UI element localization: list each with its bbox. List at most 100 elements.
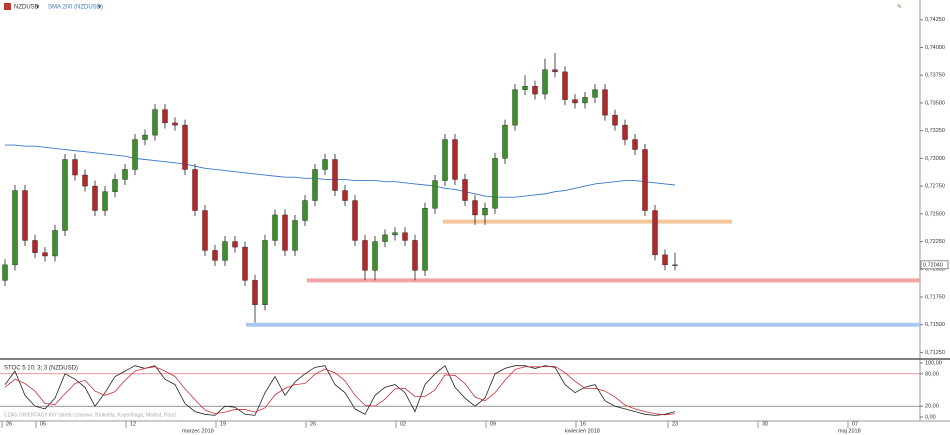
candle-body bbox=[502, 124, 508, 159]
level-band bbox=[443, 219, 732, 224]
candle-body bbox=[592, 89, 598, 98]
candle-body bbox=[12, 190, 18, 266]
month-label: marzec 2018 bbox=[182, 428, 214, 434]
y-tick-label: 0,74250 bbox=[925, 17, 945, 23]
candle-body bbox=[202, 210, 208, 251]
y-tick-label: 0,72500 bbox=[925, 211, 945, 217]
candle-body bbox=[152, 109, 158, 136]
candle-body bbox=[212, 250, 218, 261]
y-tick-label: 0,73250 bbox=[925, 128, 945, 134]
candle-body bbox=[412, 240, 418, 271]
candle-body bbox=[172, 122, 178, 126]
candle-body bbox=[102, 191, 108, 211]
candle-body bbox=[322, 159, 328, 170]
week-label: 30 bbox=[762, 421, 768, 427]
candle-body bbox=[302, 200, 308, 221]
week-label: 05 bbox=[40, 421, 46, 427]
candle-body bbox=[262, 240, 268, 305]
candle-body bbox=[32, 240, 38, 253]
candle-body bbox=[352, 200, 358, 241]
week-label: 09 bbox=[490, 421, 496, 427]
week-label: 26 bbox=[310, 421, 316, 427]
y-tick-label: 100,00 bbox=[925, 360, 942, 366]
candle-body bbox=[142, 134, 148, 140]
overlay-label[interactable]: SMA 200 (NZDUSD) bbox=[48, 5, 103, 11]
candle-body bbox=[362, 240, 368, 271]
candle-body bbox=[402, 232, 408, 241]
candle-body bbox=[242, 246, 248, 281]
candle-body bbox=[162, 109, 168, 124]
candle-body bbox=[282, 214, 288, 251]
week-label: 12 bbox=[130, 421, 136, 427]
candle-body bbox=[532, 86, 538, 95]
level-band bbox=[307, 278, 920, 283]
level-band bbox=[246, 322, 920, 327]
candle-body bbox=[672, 264, 678, 266]
last-price-box bbox=[920, 260, 949, 270]
candle-body bbox=[2, 264, 8, 281]
candle-body bbox=[112, 179, 118, 192]
candle-body bbox=[432, 180, 438, 209]
candle-body bbox=[222, 241, 228, 261]
week-label: 16 bbox=[580, 421, 586, 427]
symbol-icon[interactable] bbox=[4, 3, 11, 10]
y-tick-label: 0,73750 bbox=[925, 73, 945, 79]
overlay-menu[interactable]: ▾ bbox=[98, 5, 101, 11]
candle-body bbox=[652, 210, 658, 256]
candle-body bbox=[82, 174, 88, 187]
candle-body bbox=[522, 86, 528, 90]
candle-body bbox=[312, 169, 318, 201]
candle-body bbox=[372, 241, 378, 271]
y-tick-label: 0,71750 bbox=[925, 294, 945, 300]
candle-body bbox=[462, 179, 468, 201]
last-price-label: 0,72040 bbox=[923, 262, 943, 268]
candle-body bbox=[662, 254, 668, 266]
y-tick-label: 20,00 bbox=[925, 404, 939, 410]
week-label: 07 bbox=[852, 421, 858, 427]
candle-body bbox=[22, 190, 28, 241]
y-tick-label: 0,71500 bbox=[925, 322, 945, 328]
y-tick-label: 80,00 bbox=[925, 371, 939, 377]
candle-body bbox=[252, 280, 258, 305]
candle-body bbox=[332, 159, 338, 191]
draw-tool[interactable]: ✎ bbox=[897, 4, 902, 11]
candle-body bbox=[272, 214, 278, 241]
candle-body bbox=[392, 232, 398, 236]
candle-body bbox=[182, 124, 188, 170]
candle-body bbox=[192, 169, 198, 211]
timezone-note: CZAS ORIENTACYJNY Strefa czasowa: Brukse… bbox=[4, 412, 177, 418]
candle-body bbox=[572, 99, 578, 104]
candle-body bbox=[472, 200, 478, 216]
week-label: 23 bbox=[672, 421, 678, 427]
candle-body bbox=[442, 139, 448, 181]
candle-body bbox=[62, 159, 68, 231]
month-label: maj 2018 bbox=[838, 428, 861, 434]
candle-body bbox=[552, 69, 558, 73]
month-label: kwiecień 2018 bbox=[565, 428, 600, 434]
y-tick-label: 0,00 bbox=[925, 414, 936, 420]
candle-body bbox=[632, 139, 638, 150]
candle-body bbox=[72, 159, 78, 176]
candle-body bbox=[562, 71, 568, 100]
symbol-label[interactable]: NZDUSD bbox=[14, 5, 40, 11]
candle-body bbox=[382, 234, 388, 242]
candle-body bbox=[512, 89, 518, 126]
candle-body bbox=[482, 208, 488, 216]
stochastic-line bbox=[4, 365, 676, 416]
y-tick-label: 0,72000 bbox=[925, 267, 945, 273]
candle-body bbox=[42, 252, 48, 257]
y-tick-label: 0,74000 bbox=[925, 45, 945, 51]
candle-body bbox=[542, 69, 548, 95]
week-label: 26 bbox=[6, 421, 12, 427]
sma-line bbox=[5, 144, 676, 198]
candle-body bbox=[582, 97, 588, 104]
candle-body bbox=[602, 89, 608, 116]
symbol-menu[interactable]: ▾ bbox=[36, 5, 39, 11]
indicator-title[interactable]: STOC 5 10; 3; 3 (NZDUSD) bbox=[4, 366, 78, 372]
candle-body bbox=[422, 208, 428, 271]
y-tick-label: 0,73500 bbox=[925, 100, 945, 106]
candle-body bbox=[52, 230, 58, 257]
y-tick-label: 0,72750 bbox=[925, 184, 945, 190]
candle-body bbox=[642, 149, 648, 211]
